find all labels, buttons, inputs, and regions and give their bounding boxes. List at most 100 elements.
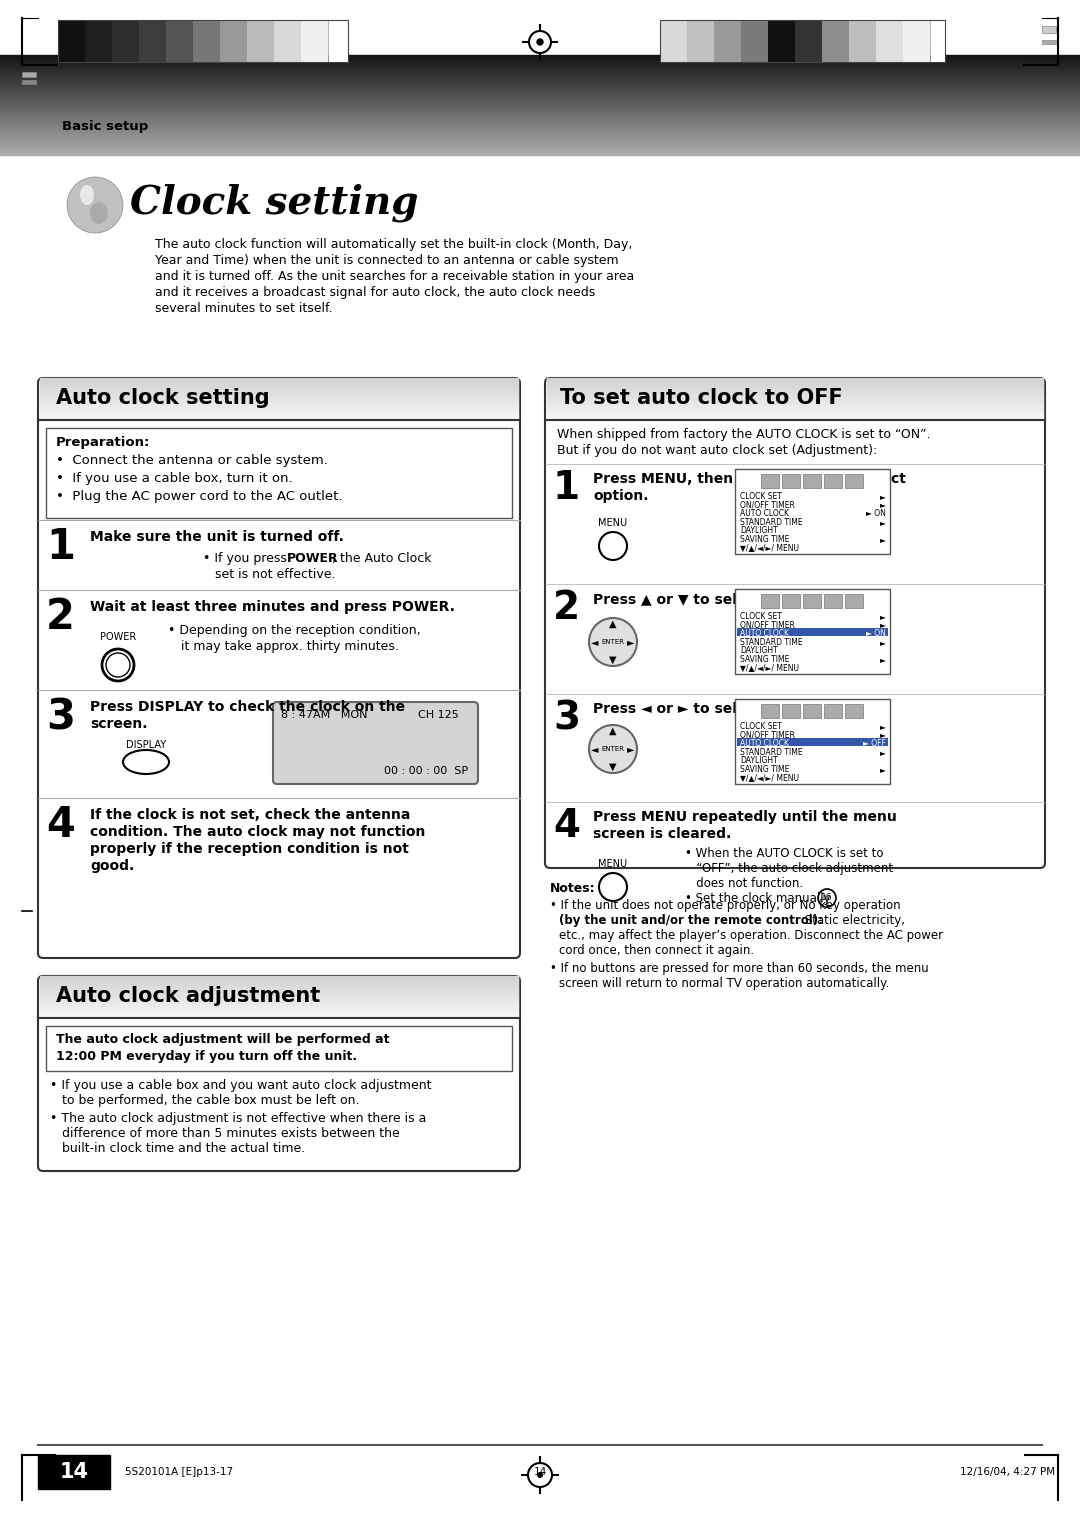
Text: Auto clock adjustment: Auto clock adjustment [56, 986, 321, 1005]
Bar [139, 20, 166, 63]
Bar [46, 1025, 512, 1071]
Text: ►: ► [880, 492, 886, 501]
Bar [761, 594, 779, 608]
Bar [687, 20, 714, 63]
Bar [804, 474, 821, 487]
Text: When shipped from factory the AUTO CLOCK is set to “ON”.: When shipped from factory the AUTO CLOCK… [557, 428, 931, 442]
Bar [735, 698, 890, 784]
Bar [845, 704, 863, 718]
Text: ◄: ◄ [591, 744, 598, 753]
Circle shape [599, 532, 627, 559]
Text: Preparation:: Preparation: [56, 435, 150, 449]
Text: option.: option. [593, 489, 648, 503]
Text: set is not effective.: set is not effective. [215, 568, 336, 581]
Text: and it receives a broadcast signal for auto clock, the auto clock needs: and it receives a broadcast signal for a… [156, 286, 595, 299]
Bar [822, 20, 849, 63]
Bar [930, 20, 945, 63]
Bar [795, 20, 822, 63]
Text: 3: 3 [46, 695, 75, 738]
Text: ON/OFF TIMER: ON/OFF TIMER [740, 730, 795, 740]
Bar [741, 20, 768, 63]
Text: cord once, then connect it again.: cord once, then connect it again. [559, 944, 754, 957]
Text: to be performed, the cable box must be left on.: to be performed, the cable box must be l… [50, 1094, 360, 1106]
Text: • The auto clock adjustment is not effective when there is a: • The auto clock adjustment is not effec… [50, 1112, 427, 1125]
Circle shape [589, 724, 637, 773]
Text: • Depending on the reception condition,: • Depending on the reception condition, [168, 623, 420, 637]
Text: “OFF”, the auto clock adjustment: “OFF”, the auto clock adjustment [685, 862, 893, 876]
Text: ▼/▲/◄/►/ MENU: ▼/▲/◄/►/ MENU [740, 663, 799, 672]
Text: Press DISPLAY to check the clock on the: Press DISPLAY to check the clock on the [90, 700, 405, 714]
Text: DAYLIGHT: DAYLIGHT [740, 526, 778, 535]
Bar [22, 72, 36, 76]
Text: STANDARD TIME: STANDARD TIME [740, 747, 802, 756]
Text: ►: ► [880, 656, 886, 663]
Bar [876, 20, 903, 63]
Text: ►: ► [627, 637, 635, 646]
Bar [38, 1455, 110, 1488]
Text: 14: 14 [59, 1462, 89, 1482]
Text: ► ON: ► ON [866, 630, 886, 639]
Text: ►: ► [880, 501, 886, 509]
Text: etc., may affect the player’s operation. Disconnect the AC power: etc., may affect the player’s operation.… [559, 929, 943, 941]
Text: screen.: screen. [90, 717, 148, 730]
Bar [824, 704, 842, 718]
Text: screen will return to normal TV operation automatically.: screen will return to normal TV operatio… [559, 976, 889, 990]
Text: DISPLAY: DISPLAY [126, 740, 166, 750]
Bar [1042, 40, 1056, 44]
Text: STANDARD TIME: STANDARD TIME [740, 518, 802, 527]
Text: good.: good. [90, 859, 134, 872]
Text: ►: ► [880, 766, 886, 773]
Bar [845, 594, 863, 608]
Bar [46, 428, 512, 518]
Text: , the Auto Clock: , the Auto Clock [332, 552, 432, 565]
Text: CLOCK SET: CLOCK SET [740, 492, 782, 501]
Text: ► ON: ► ON [866, 509, 886, 518]
Text: CH 125: CH 125 [418, 711, 459, 720]
Text: 2: 2 [553, 588, 580, 626]
Bar [737, 738, 888, 746]
Bar [824, 474, 842, 487]
Bar [761, 474, 779, 487]
Circle shape [589, 617, 637, 666]
Text: • Set the clock manually: • Set the clock manually [685, 892, 835, 905]
Text: Clock setting: Clock setting [130, 183, 418, 222]
Text: But if you do not want auto clock set (Adjustment):: But if you do not want auto clock set (A… [557, 445, 877, 457]
FancyBboxPatch shape [38, 976, 519, 1170]
Text: it may take approx. thirty minutes.: it may take approx. thirty minutes. [181, 640, 399, 652]
Text: The auto clock function will automatically set the built-in clock (Month, Day,: The auto clock function will automatical… [156, 238, 633, 251]
Bar [845, 474, 863, 487]
Text: • If no buttons are pressed for more than 60 seconds, the menu: • If no buttons are pressed for more tha… [550, 963, 929, 975]
Text: 1: 1 [46, 526, 75, 568]
Text: 1: 1 [553, 469, 580, 507]
Circle shape [102, 649, 134, 681]
Bar [737, 628, 888, 636]
Text: MENU: MENU [598, 518, 627, 529]
Bar [660, 20, 945, 63]
Text: CLOCK SET: CLOCK SET [740, 723, 782, 730]
Bar [782, 474, 800, 487]
Bar [247, 20, 274, 63]
Text: 14: 14 [534, 1467, 546, 1478]
Text: Year and Time) when the unit is connected to an antenna or cable system: Year and Time) when the unit is connecte… [156, 254, 619, 267]
Text: Press MENU repeatedly until the menu: Press MENU repeatedly until the menu [593, 810, 896, 824]
Text: ►: ► [627, 744, 635, 753]
Bar [1042, 26, 1056, 34]
Text: ENTER: ENTER [602, 639, 624, 645]
Text: Notes:: Notes: [550, 882, 596, 895]
Text: ►: ► [880, 730, 886, 740]
Text: does not function.: does not function. [685, 877, 804, 889]
Bar [768, 20, 795, 63]
Circle shape [537, 1471, 543, 1478]
Bar [301, 20, 328, 63]
Text: ▼/▲/◄/►/ MENU: ▼/▲/◄/►/ MENU [740, 773, 799, 782]
Bar [328, 20, 348, 63]
Text: MENU: MENU [598, 859, 627, 869]
FancyBboxPatch shape [38, 377, 519, 958]
Text: 12:00 PM everyday if you turn off the unit.: 12:00 PM everyday if you turn off the un… [56, 1050, 357, 1063]
Text: ►: ► [880, 747, 886, 756]
Text: 00 : 00 : 00  SP: 00 : 00 : 00 SP [383, 766, 468, 776]
Circle shape [537, 40, 543, 44]
Text: POWER: POWER [99, 633, 136, 642]
Text: • If the unit does not operate properly, or No key operation: • If the unit does not operate properly,… [550, 898, 901, 912]
Text: SAVING TIME: SAVING TIME [740, 535, 789, 544]
